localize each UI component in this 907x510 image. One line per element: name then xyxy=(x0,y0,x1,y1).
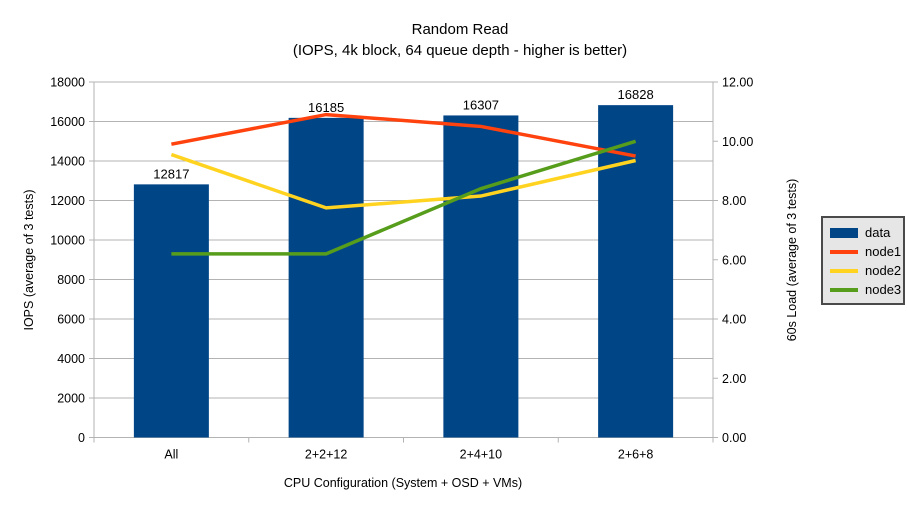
bar-2+4+10 xyxy=(443,115,519,438)
left-axis-tick-label: 4000 xyxy=(57,352,85,366)
left-axis-tick-label: 10000 xyxy=(50,234,85,248)
legend-label: node2 xyxy=(865,263,902,278)
x-axis-title: CPU Configuration (System + OSD + VMs) xyxy=(283,476,523,490)
left-axis-tick-label: 16000 xyxy=(50,115,85,129)
legend-label: data xyxy=(865,225,891,240)
bar-2+2+12 xyxy=(288,117,364,438)
x-category-label: All xyxy=(164,448,178,462)
chart-title: Random Read xyxy=(411,21,509,38)
legend-label: node3 xyxy=(865,282,902,297)
left-axis-tick-label: 8000 xyxy=(57,273,85,287)
legend-item-node1: node1 xyxy=(830,242,903,261)
x-category-label: 2+2+12 xyxy=(305,448,347,462)
left-axis-tick-label: 6000 xyxy=(57,313,85,327)
legend-item-data: data xyxy=(830,223,903,242)
bar-value-label: 16307 xyxy=(463,97,499,112)
node1-swatch xyxy=(830,249,858,254)
bar-value-label: 12817 xyxy=(153,166,189,181)
right-axis-tick-label: 4.00 xyxy=(722,313,746,327)
left-axis-tick-label: 14000 xyxy=(50,155,85,169)
left-axis-tick-label: 18000 xyxy=(50,76,85,90)
left-axis-tick-label: 2000 xyxy=(57,392,85,406)
node2-swatch xyxy=(830,268,858,273)
chart-subtitle: (IOPS, 4k block, 64 queue depth - higher… xyxy=(292,42,628,59)
legend: data node1 node2 node3 xyxy=(821,216,905,305)
legend-item-node2: node2 xyxy=(830,261,903,280)
right-axis-tick-label: 2.00 xyxy=(722,372,746,386)
right-axis-tick-label: 8.00 xyxy=(722,194,746,208)
left-axis-tick-label: 12000 xyxy=(50,194,85,208)
right-axis-tick-label: 12.00 xyxy=(722,76,753,90)
node3-swatch xyxy=(830,287,858,292)
right-axis-tick-label: 10.00 xyxy=(722,135,753,149)
legend-item-node3: node3 xyxy=(830,280,903,299)
line-node3 xyxy=(171,139,637,256)
bar-All xyxy=(133,184,209,438)
data-swatch xyxy=(830,227,858,238)
bar-value-label: 16828 xyxy=(618,87,654,102)
right-axis-tick-label: 0.00 xyxy=(722,431,746,445)
left-axis-tick-label: 0 xyxy=(78,431,85,445)
line-node1 xyxy=(171,112,636,158)
x-category-label: 2+4+10 xyxy=(460,448,502,462)
right-axis-tick-label: 6.00 xyxy=(722,253,746,267)
legend-label: node1 xyxy=(865,244,902,259)
x-category-label: 2+6+8 xyxy=(618,448,654,462)
bar-value-label: 16185 xyxy=(308,100,344,115)
line-node2 xyxy=(170,152,637,210)
